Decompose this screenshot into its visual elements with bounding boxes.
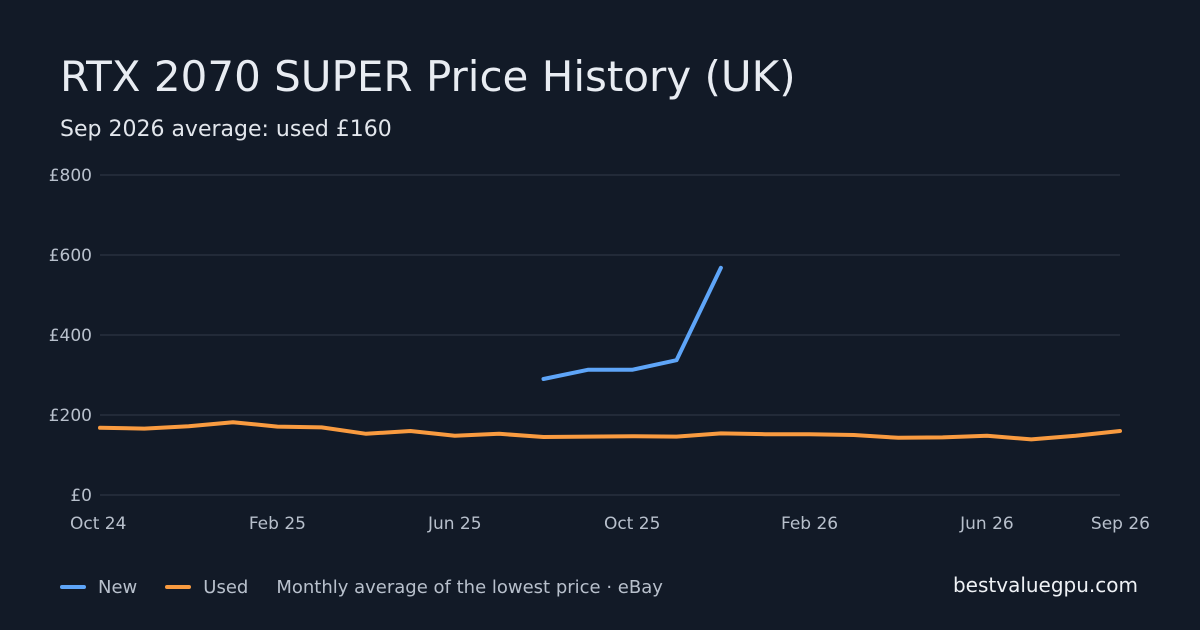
chart-title: RTX 2070 SUPER Price History (UK) xyxy=(60,52,796,101)
y-tick-label-0: £0 xyxy=(70,486,92,506)
x-tick-label-sep-26: Sep 26 xyxy=(1091,514,1150,534)
legend-swatch-used xyxy=(165,585,192,589)
y-tick-label-400: £400 xyxy=(49,326,92,346)
legend-item-new: New xyxy=(60,577,137,598)
y-axis-tick-labels: £0 £200 £400 £600 £800 xyxy=(49,166,92,506)
legend-note: Monthly average of the lowest price · eB… xyxy=(276,576,663,598)
legend-label-used: Used xyxy=(203,576,249,598)
legend: New Used Monthly average of the lowest p… xyxy=(60,574,663,600)
y-tick-label-200: £200 xyxy=(49,406,92,426)
y-tick-label-600: £600 xyxy=(49,246,92,266)
site-brand[interactable]: bestvaluegpu.com xyxy=(952,573,1138,597)
x-axis-tick-labels: Oct 24 Feb 25 Jun 25 Oct 25 Feb 26 Jun 26 Sep … xyxy=(70,514,1150,534)
legend-label-new: New xyxy=(98,576,138,598)
x-tick-label-feb-26: Feb 26 xyxy=(781,514,838,534)
legend-item-used: Used xyxy=(165,577,248,598)
x-tick-label-oct-25: Oct 25 xyxy=(604,514,660,534)
chart-subtitle: Sep 2026 average: used £160 xyxy=(60,117,392,142)
legend-swatch-new xyxy=(60,585,86,589)
x-tick-label-jun-26: Jun 26 xyxy=(959,514,1014,534)
x-tick-label-jun-25: Jun 25 xyxy=(427,514,482,534)
series-lines xyxy=(98,265,1122,442)
grid-lines xyxy=(100,174,1120,496)
x-tick-label-oct-24: Oct 24 xyxy=(70,514,126,534)
x-tick-label-feb-25: Feb 25 xyxy=(249,514,306,534)
series-line-new xyxy=(541,265,723,381)
y-tick-label-800: £800 xyxy=(49,166,92,186)
series-line-used xyxy=(98,420,1122,442)
